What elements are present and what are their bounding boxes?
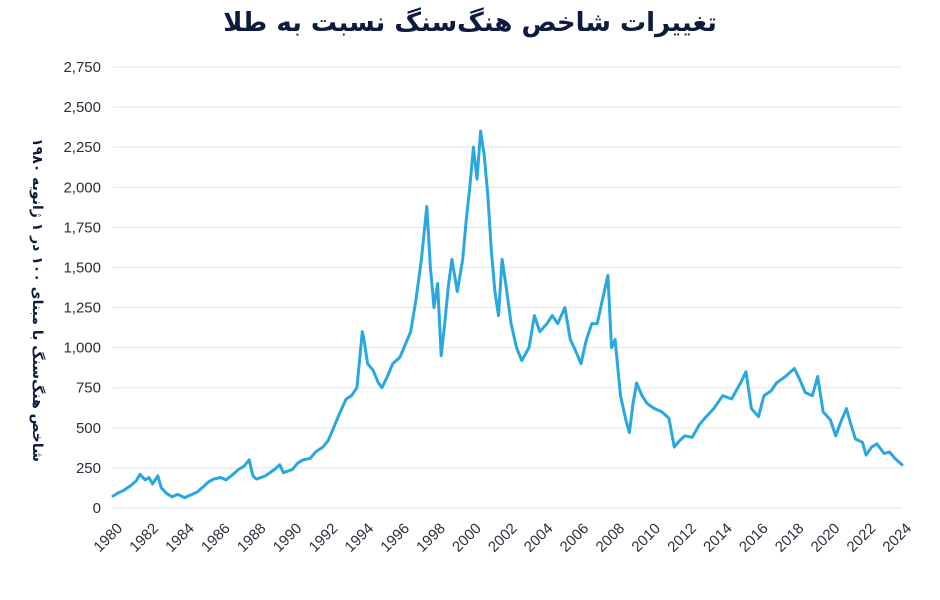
y-tick-label: 1,250 (63, 300, 101, 317)
y-tick-label: 1,000 (63, 340, 101, 357)
y-tick-label: 1,500 (63, 259, 101, 276)
y-axis-label: شاخص هنگ‌سنگ با مبنای ۱۰۰ در ۱ ژانویه ۱۹… (29, 138, 46, 462)
series-line (111, 129, 904, 500)
chart-title: تغییرات شاخص هنگ‌سنگ نسبت به طلا (223, 8, 717, 38)
y-tick-label: 750 (76, 380, 101, 397)
x-tick-label: 1990 (270, 520, 306, 556)
x-tick-label: 1992 (306, 520, 342, 556)
x-tick-label: 2000 (449, 520, 485, 556)
y-tick-label: 500 (76, 420, 101, 437)
y-tick-label: 1,750 (63, 219, 101, 236)
x-tick-label: 1982 (126, 520, 162, 556)
x-tick-label: 2022 (844, 520, 880, 556)
grid-lines (113, 66, 902, 509)
x-tick-label: 1998 (413, 520, 449, 556)
x-tick-label: 1996 (377, 520, 413, 556)
x-tick-label: 2020 (808, 520, 844, 556)
x-tick-label: 2004 (521, 520, 557, 556)
x-tick-label: 1984 (162, 520, 198, 556)
y-tick-label: 2,750 (63, 59, 101, 76)
x-tick-label: 2002 (485, 520, 521, 556)
x-tick-label: 1988 (234, 520, 270, 556)
x-tick-label: 2008 (593, 520, 629, 556)
y-tick-label: 2,500 (63, 99, 101, 116)
y-tick-label: 250 (76, 460, 101, 477)
x-tick-label: 2018 (772, 520, 808, 556)
x-tick-labels: 1980 1982 1984 1986 1988 1990 1992 1994 1996 1998… (90, 520, 915, 556)
y-tick-label: 2,250 (63, 139, 101, 156)
y-tick-label: 0 (93, 500, 101, 517)
x-tick-label: 2010 (628, 520, 664, 556)
y-tick-label: 2,000 (63, 179, 101, 196)
x-tick-label: 1994 (341, 520, 377, 556)
x-tick-label: 2012 (664, 520, 700, 556)
x-tick-label: 2006 (557, 520, 593, 556)
x-tick-label: 2024 (879, 520, 915, 556)
series-group (111, 129, 904, 500)
y-tick-labels: 0 250 500 750 1,000 1,250 1,500 1,750 2,000 2,250… (63, 59, 101, 517)
x-tick-label: 1980 (90, 520, 126, 556)
x-tick-label: 2014 (700, 520, 736, 556)
x-tick-label: 2016 (736, 520, 772, 556)
x-tick-label: 1986 (198, 520, 234, 556)
